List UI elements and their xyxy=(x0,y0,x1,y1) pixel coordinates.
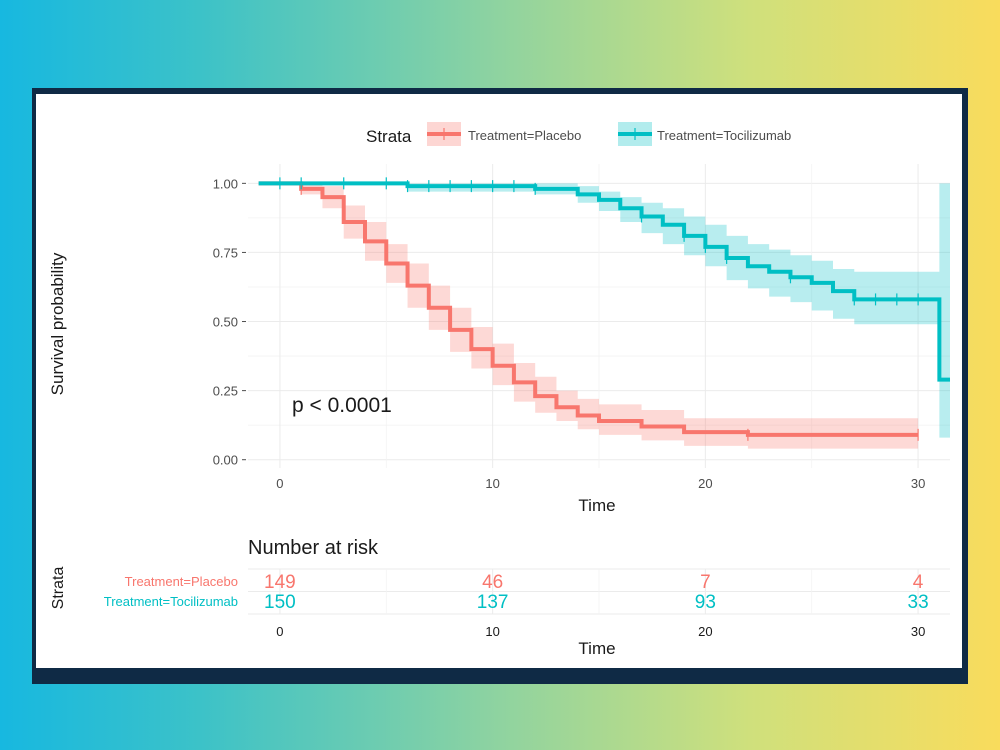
x-tick-label: 20 xyxy=(698,476,712,491)
risk-row-label-placebo: Treatment=Placebo xyxy=(125,574,238,589)
legend-key-tocilizumab xyxy=(618,122,652,146)
x-axis-label: Time xyxy=(578,496,615,515)
censor-marks xyxy=(279,177,919,441)
y-tick-labels: 0.00 0.25 0.50 0.75 1.00 xyxy=(213,176,246,468)
risk-row-labels: Treatment=Placebo Treatment=Tocilizumab xyxy=(104,574,238,609)
figure-frame: Strata Treatment=Placebo Treatment=Tocil… xyxy=(32,88,968,684)
legend: Strata Treatment=Placebo Treatment=Tocil… xyxy=(366,122,791,146)
x-tick-label: 10 xyxy=(485,476,499,491)
survival-curve-placebo xyxy=(258,181,919,437)
x-tick-labels: 0 10 20 30 xyxy=(276,476,925,491)
y-tick-label: 0.50 xyxy=(213,315,238,330)
risk-x-tick-label: 30 xyxy=(911,624,925,639)
legend-key-placebo xyxy=(427,122,461,146)
y-tick-label: 0.00 xyxy=(213,453,238,468)
x-tick-label: 30 xyxy=(911,476,925,491)
risk-value-tocilizumab: 93 xyxy=(695,592,716,613)
legend-title: Strata xyxy=(366,127,412,146)
risk-x-tick-label: 10 xyxy=(485,624,499,639)
p-value-annotation: p < 0.0001 xyxy=(292,394,392,417)
ci-band-tocilizumab xyxy=(258,183,950,438)
risk-x-axis-label: Time xyxy=(578,639,615,658)
risk-values: 149 46 7 4 150 137 93 33 xyxy=(264,572,929,613)
main-plot: 0.000.250.500.751.00 0 10 20 30 p < 0.0001 … xyxy=(48,164,950,515)
x-tick-label: 0 xyxy=(276,476,283,491)
legend-entry-placebo: Treatment=Placebo xyxy=(468,128,581,143)
y-axis-label: Survival probability xyxy=(48,252,67,395)
figure-panel: Strata Treatment=Placebo Treatment=Tocil… xyxy=(36,94,962,668)
ci-band-placebo xyxy=(258,183,919,449)
risk-value-tocilizumab: 150 xyxy=(264,592,296,613)
risk-value-placebo: 4 xyxy=(913,572,924,593)
risk-row-label-tocilizumab: Treatment=Tocilizumab xyxy=(104,594,238,609)
km-figure: Strata Treatment=Placebo Treatment=Tocil… xyxy=(48,122,950,658)
risk-y-axis-label: Strata xyxy=(50,567,67,610)
risk-x-tick-label: 20 xyxy=(698,624,712,639)
risk-value-placebo: 46 xyxy=(482,572,503,593)
risk-x-tick-labels: 0 10 20 30 xyxy=(276,624,925,639)
risk-table: Number at risk Treatment=PlaceboTreatmen… xyxy=(50,537,950,658)
risk-value-tocilizumab: 33 xyxy=(908,592,929,613)
risk-value-placebo: 7 xyxy=(700,572,711,593)
y-tick-label: 1.00 xyxy=(213,176,238,191)
risk-value-placebo: 149 xyxy=(264,572,296,593)
risk-x-tick-label: 0 xyxy=(276,624,283,639)
y-tick-label: 0.75 xyxy=(213,245,238,260)
y-tick-label: 0.25 xyxy=(213,384,238,399)
risk-table-title: Number at risk xyxy=(248,537,379,559)
risk-value-tocilizumab: 137 xyxy=(477,592,509,613)
ci-bands xyxy=(258,183,950,449)
legend-keys xyxy=(427,122,652,146)
legend-entry-tocilizumab: Treatment=Tocilizumab xyxy=(657,128,791,143)
risk-grid xyxy=(248,568,950,615)
